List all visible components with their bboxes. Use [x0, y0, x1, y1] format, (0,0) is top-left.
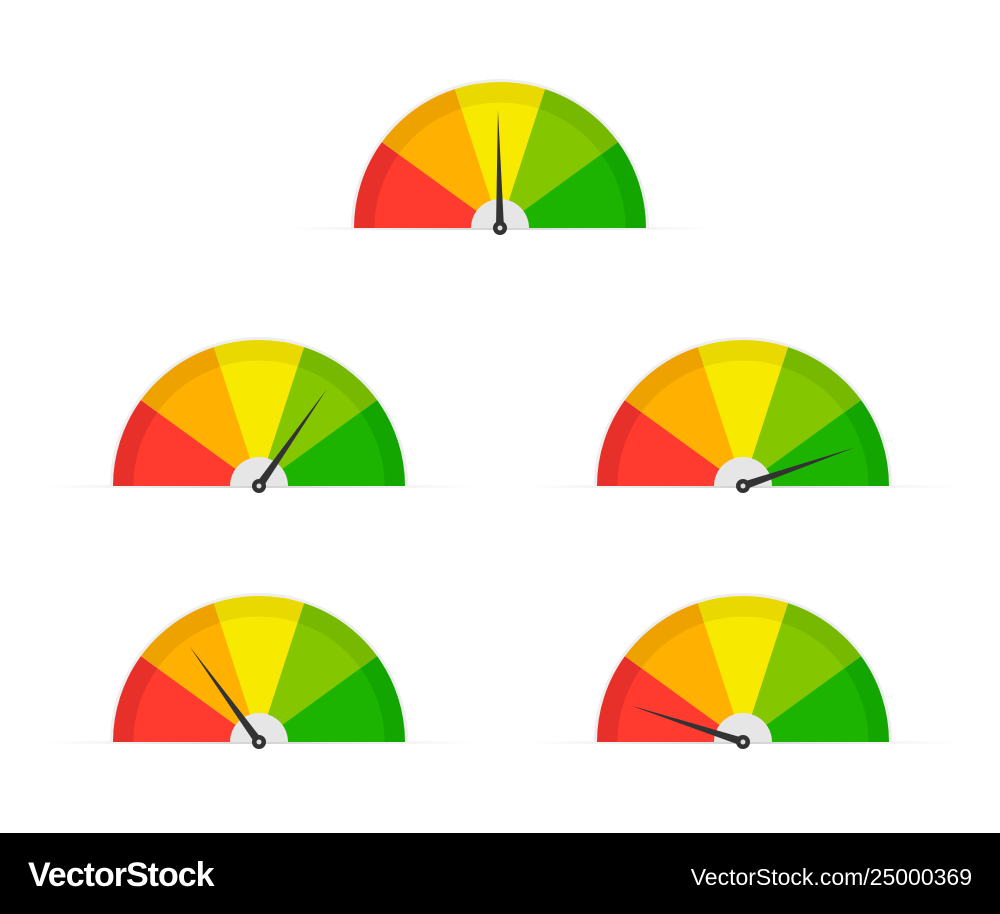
gauge — [528, 337, 958, 493]
gauge-segment-inner — [157, 622, 259, 742]
gauge-segment-inner — [641, 622, 743, 742]
gauge — [44, 337, 474, 493]
gauge-segment-inner — [617, 412, 743, 486]
gauge — [44, 593, 474, 749]
gauge-segment-inner — [743, 668, 869, 742]
gauge-segment-inner — [500, 154, 626, 228]
gauge-segment-inner — [259, 622, 361, 742]
needle-pivot-dot — [256, 483, 262, 489]
id-text: VectorStock.com/25000369 — [691, 864, 972, 890]
gauge-segment-inner — [259, 366, 361, 486]
gauges — [44, 79, 958, 749]
gauge-segment-inner — [259, 412, 385, 486]
gauge-segment-inner — [398, 108, 500, 228]
watermark-bar — [0, 833, 1000, 914]
needle — [189, 646, 263, 745]
needle-pivot-dot — [740, 739, 746, 745]
gauge-segment-inner — [259, 668, 385, 742]
gauge-segment-inner — [500, 108, 602, 228]
needle — [496, 110, 504, 229]
gauge-segment-inner — [743, 412, 869, 486]
gauge-segment-inner — [220, 616, 298, 742]
needle — [255, 389, 327, 489]
needle-pivot-dot — [497, 225, 503, 231]
brand-text: VectorStock — [28, 856, 215, 894]
gauge-segment-inner — [374, 154, 500, 228]
needle-pivot-dot — [256, 739, 262, 745]
gauge-segment-inner — [157, 366, 259, 486]
needle — [741, 447, 855, 490]
needle — [630, 705, 745, 746]
gauge-segment-inner — [220, 360, 298, 486]
gauge-segment-inner — [743, 622, 845, 742]
gauge-segment-inner — [704, 616, 782, 742]
gauge — [528, 593, 958, 749]
gauge-segment-inner — [743, 366, 845, 486]
gauge — [285, 79, 715, 235]
gauge-segment-inner — [617, 668, 743, 742]
gauge-segment-inner — [704, 360, 782, 486]
gauge-segment-inner — [641, 366, 743, 486]
gauge-segment-inner — [133, 412, 259, 486]
gauge-segment-inner — [133, 668, 259, 742]
needle-pivot-dot — [740, 483, 746, 489]
